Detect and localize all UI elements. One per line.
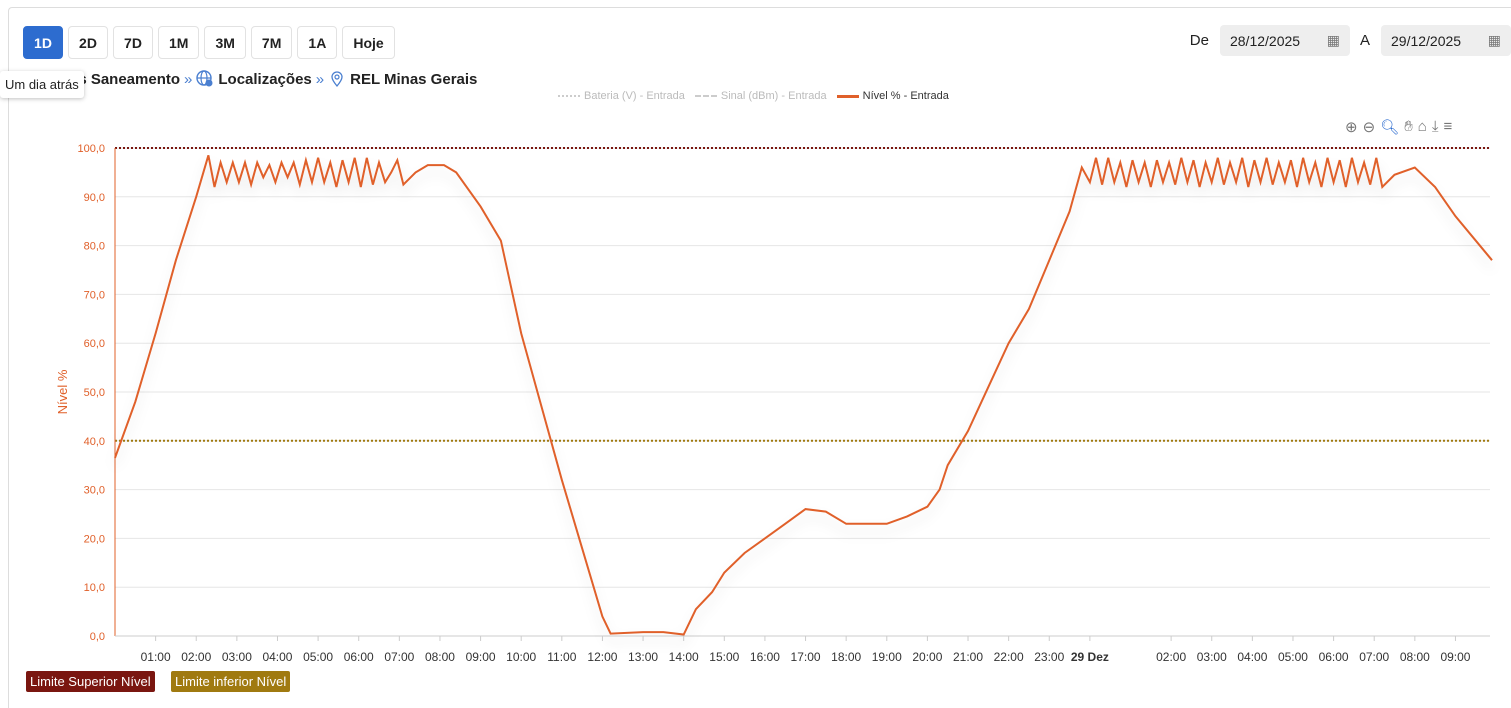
x-tick-label: 06:00 <box>1319 650 1349 664</box>
download-icon[interactable]: ⤓ <box>1431 118 1439 135</box>
to-date-value: 29/12/2025 <box>1391 32 1462 49</box>
x-tick-label: 06:00 <box>344 650 374 664</box>
x-tick-label: 14:00 <box>669 650 699 664</box>
x-tick-label: 03:00 <box>222 650 252 664</box>
zoom-in-icon[interactable]: ⊕ <box>1345 119 1358 136</box>
x-tick-label: 29 Dez <box>1071 650 1109 664</box>
x-tick-label: 17:00 <box>791 650 821 664</box>
y-axis-title: Nível % <box>55 369 70 414</box>
selection-zoom-icon[interactable]: 🔍︎ <box>1380 119 1400 136</box>
zoom-out-icon[interactable]: ⊖ <box>1362 119 1376 136</box>
panel-frame <box>8 7 1511 708</box>
x-tick-label: 08:00 <box>425 650 455 664</box>
range-button-1m[interactable]: 1M <box>158 26 200 59</box>
range-button-2d[interactable]: 2D <box>68 26 108 59</box>
x-tick-label: 08:00 <box>1400 650 1430 664</box>
x-tick-label: 09:00 <box>1440 650 1470 664</box>
x-tick-label: 04:00 <box>1237 650 1267 664</box>
calendar-icon[interactable]: ▦ <box>1487 32 1501 48</box>
legend-label: Sinal (dBm) - Entrada <box>720 90 827 102</box>
y-tick-label: 70,0 <box>84 289 105 301</box>
legend-item-bateria[interactable]: Bateria (V) - Entrada <box>558 90 685 102</box>
x-tick-label: 05:00 <box>303 650 333 664</box>
range-button-1d[interactable]: 1D <box>23 26 63 59</box>
x-tick-label: 04:00 <box>262 650 292 664</box>
pan-hand-icon[interactable]: ✋︎ <box>1404 118 1413 135</box>
limit-inferior-badge[interactable]: Limite inferior Nível <box>171 671 291 692</box>
date-range: De 28/12/2025 ▦ A 29/12/2025 ▦ <box>1190 25 1511 56</box>
breadcrumb-item[interactable]: nos Saneamento <box>60 70 181 88</box>
from-label: De <box>1189 32 1209 49</box>
limit-superior-badge[interactable]: Limite Superior Nível <box>26 671 155 692</box>
x-tick-label: 01:00 <box>141 650 171 664</box>
range-buttons: 1D 2D 7D 1M 3M 7M 1A Hoje <box>23 26 395 59</box>
x-tick-label: 23:00 <box>1034 650 1064 664</box>
y-tick-label: 30,0 <box>84 485 105 497</box>
from-date-value: 28/12/2025 <box>1229 32 1301 49</box>
tooltip: Um dia atrás <box>0 71 84 98</box>
y-tick-label: 60,0 <box>84 338 105 350</box>
x-tick-label: 16:00 <box>750 650 780 664</box>
x-tick-label: 05:00 <box>1278 650 1308 664</box>
to-label: A <box>1359 32 1370 49</box>
x-tick-label: 15:00 <box>709 650 739 664</box>
legend-label: Nível % - Entrada <box>862 90 949 102</box>
range-button-7m[interactable]: 7M <box>250 26 293 59</box>
calendar-icon[interactable]: ▦ <box>1326 32 1340 48</box>
breadcrumb-item[interactable]: Localizações <box>218 70 312 88</box>
range-button-hoje[interactable]: Hoje <box>342 26 395 59</box>
x-tick-label: 22:00 <box>994 650 1024 664</box>
to-date-input[interactable]: 29/12/2025 ▦ <box>1381 25 1511 56</box>
series-line-nivel <box>114 155 1493 636</box>
from-date-input[interactable]: 28/12/2025 ▦ <box>1219 25 1350 56</box>
y-tick-label: 10,0 <box>84 582 105 594</box>
location-pin-icon <box>331 71 343 88</box>
x-tick-label: 12:00 <box>587 650 617 664</box>
x-tick-label: 02:00 <box>1156 650 1186 664</box>
x-tick-label: 07:00 <box>1359 650 1389 664</box>
breadcrumb: nos Saneamento » Localizações » REL Mina… <box>60 70 477 88</box>
chart-legend: Bateria (V) - Entrada Sinal (dBm) - Entr… <box>558 90 949 102</box>
y-tick-label: 40,0 <box>84 436 105 448</box>
y-tick-label: 90,0 <box>84 192 105 204</box>
double-chevron-icon: » <box>184 70 193 88</box>
x-tick-label: 21:00 <box>953 650 983 664</box>
range-button-7d[interactable]: 7D <box>113 26 153 59</box>
legend-item-sinal[interactable]: Sinal (dBm) - Entrada <box>694 90 827 102</box>
x-tick-label: 07:00 <box>384 650 414 664</box>
range-button-3m[interactable]: 3M <box>204 26 246 59</box>
legend-item-nivel[interactable]: Nível % - Entrada <box>836 90 949 102</box>
x-tick-label: 03:00 <box>1197 650 1227 664</box>
y-tick-label: 0,0 <box>90 631 105 643</box>
x-tick-label: 19:00 <box>872 650 902 664</box>
x-tick-label: 02:00 <box>181 650 211 664</box>
x-tick-label: 13:00 <box>628 650 658 664</box>
globe-icon <box>196 70 213 87</box>
y-tick-label: 80,0 <box>84 241 105 253</box>
home-reset-icon[interactable]: ⌂ <box>1417 118 1427 135</box>
legend-label: Bateria (V) - Entrada <box>584 90 685 102</box>
menu-icon[interactable]: ≡ <box>1443 118 1453 135</box>
chart-toolbar: ⊕ ⊖ 🔍︎ ✋︎ ⌂ ⤓ ≡ <box>1345 118 1452 136</box>
y-tick-label: 100,0 <box>77 143 105 155</box>
x-tick-label: 11:00 <box>547 650 576 664</box>
x-tick-label: 20:00 <box>912 650 942 664</box>
double-chevron-icon: » <box>315 70 325 88</box>
range-button-1a[interactable]: 1A <box>297 26 338 59</box>
x-tick-label: 18:00 <box>831 650 861 664</box>
y-tick-label: 50,0 <box>84 387 105 399</box>
x-tick-label: 09:00 <box>466 650 496 664</box>
y-tick-label: 20,0 <box>84 533 105 545</box>
breadcrumb-item[interactable]: REL Minas Gerais <box>350 70 478 88</box>
x-tick-label: 10:00 <box>506 650 536 664</box>
